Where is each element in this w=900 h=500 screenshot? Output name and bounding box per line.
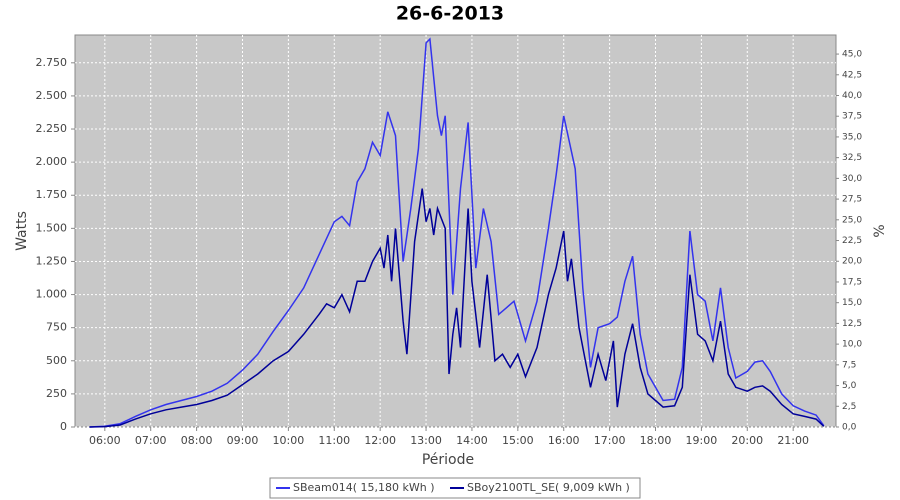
x-tick-label: 16:00	[548, 434, 580, 447]
y-tick-label: 500	[46, 354, 67, 367]
y-tick-label: 0	[60, 420, 67, 433]
y-tick-label: 2.250	[36, 122, 68, 135]
x-tick-label: 09:00	[227, 434, 259, 447]
y-tick-label: 1.500	[36, 221, 68, 234]
x-tick-label: 19:00	[686, 434, 718, 447]
y-axis-label: Watts	[14, 211, 30, 251]
x-tick-label: 11:00	[318, 434, 350, 447]
y-tick-label: 2.750	[36, 56, 68, 69]
y2-tick-label: 10,0	[842, 340, 862, 350]
chart-title: 26-6-2013	[396, 3, 504, 25]
y-tick-label: 250	[46, 387, 67, 400]
plot-area	[74, 34, 837, 428]
y2-axis-label: %	[872, 224, 888, 237]
y2-tick-label: 35,0	[842, 132, 862, 142]
x-tick-label: 18:00	[640, 434, 672, 447]
series-line	[89, 37, 825, 428]
x-tick-label: 07:00	[135, 434, 167, 447]
x-tick-label: 15:00	[502, 434, 534, 447]
y-tick-label: 1.250	[36, 254, 68, 267]
y2-tick-label: 15,0	[842, 298, 862, 308]
y2-tick-label: 30,0	[842, 174, 862, 184]
y2-tick-label: 5,0	[842, 381, 857, 391]
y2-tick-label: 12,5	[842, 319, 862, 329]
y2-tick-label: 45,0	[842, 50, 862, 60]
y2-tick-label: 37,5	[842, 112, 862, 122]
y2-tick-label: 7,5	[842, 360, 856, 370]
y2-tick-label: 32,5	[842, 153, 862, 163]
x-tick-label: 06:00	[89, 434, 121, 447]
y2-tick-label: 25,0	[842, 215, 862, 225]
y2-tick-label: 20,0	[842, 257, 862, 267]
y2-tick-label: 27,5	[842, 195, 862, 205]
x-tick-label: 10:00	[273, 434, 305, 447]
y2-tick-label: 17,5	[842, 277, 862, 287]
x-tick-label: 13:00	[410, 434, 442, 447]
y2-tick-label: 2,5	[842, 402, 856, 412]
x-tick-label: 21:00	[777, 434, 809, 447]
x-tick-label: 20:00	[731, 434, 763, 447]
y2-tick-label: 0,0	[842, 423, 857, 433]
y2-tick-label: 40,0	[842, 91, 862, 101]
legend-label: SBoy2100TL_SE( 9,009 kWh )	[467, 481, 630, 494]
y-tick-label: 750	[46, 321, 67, 334]
y2-tick-label: 42,5	[842, 70, 862, 80]
y-tick-label: 2.000	[36, 155, 68, 168]
series-line	[89, 188, 825, 428]
x-tick-label: 12:00	[364, 434, 396, 447]
y2-tick-label: 22,5	[842, 236, 862, 246]
y-tick-label: 2.500	[36, 89, 68, 102]
x-axis-label: Période	[422, 452, 474, 468]
y-tick-label: 1.750	[36, 188, 68, 201]
legend-label: SBeam014( 15,180 kWh )	[293, 481, 435, 494]
y-tick-label: 1.000	[36, 288, 68, 301]
x-tick-label: 17:00	[594, 434, 626, 447]
x-tick-label: 14:00	[456, 434, 488, 447]
x-tick-label: 08:00	[181, 434, 213, 447]
